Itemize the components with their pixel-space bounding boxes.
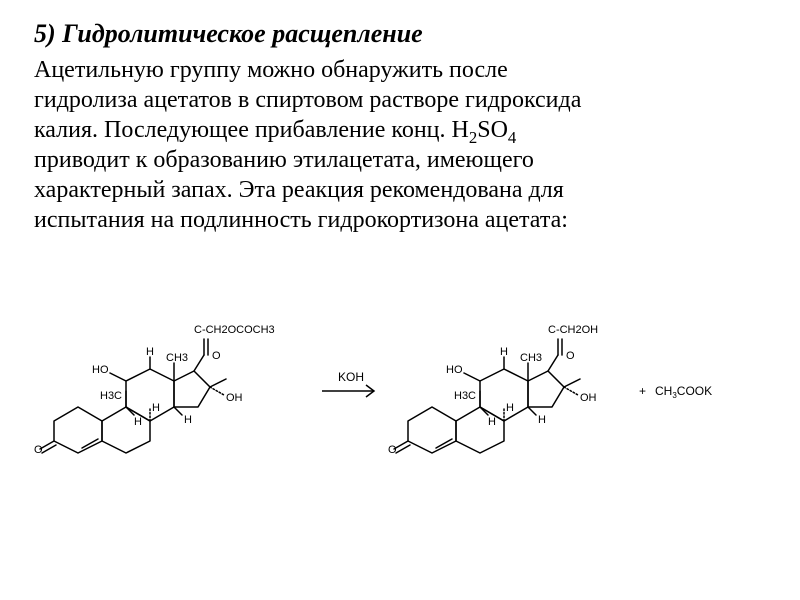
c17-oh-label-r: OH bbox=[580, 392, 597, 404]
para-line-3: калия. Последующее прибавление конц. H2S… bbox=[34, 115, 766, 145]
h-label-1r: H bbox=[500, 346, 508, 358]
c18-ch3-label: CH3 bbox=[166, 352, 188, 364]
section-heading: 5) Гидролитическое расщепление bbox=[34, 18, 766, 51]
para-3-sub1: 2 bbox=[469, 127, 477, 146]
para-line-5: характерный запах. Эта реакция рекомендо… bbox=[34, 175, 766, 205]
c17-oh-label: OH bbox=[226, 392, 243, 404]
c17-side-label: C-CH2OCOCH3 bbox=[194, 324, 275, 336]
para-line-2: гидролиза ацетатов в спиртовом растворе … bbox=[34, 85, 766, 115]
c17-side-label-r: C-CH2OH bbox=[548, 324, 598, 336]
h-label-3: H bbox=[152, 402, 160, 414]
para-line-4: приводит к образованию этилацетата, имею… bbox=[34, 145, 766, 175]
byproduct-text: CH3COOK bbox=[655, 384, 712, 400]
c11-oh-label-r: HO bbox=[446, 364, 463, 376]
para-line-6: испытания на подлинность гидрокортизона … bbox=[34, 205, 766, 235]
reactant-steroid: O HO H3C CH3 OH C-CH2OCOCH3 O H H H H bbox=[34, 281, 314, 456]
para-3a: калия. Последующее прибавление конц. H bbox=[34, 117, 469, 143]
heading-title: Гидролитическое расщепление bbox=[62, 19, 423, 48]
c11-oh-label: HO bbox=[92, 364, 109, 376]
c19-ch3-label: H3C bbox=[100, 390, 122, 402]
h-label-1: H bbox=[146, 346, 154, 358]
c19-ch3-label-r: H3C bbox=[454, 390, 476, 402]
c3-o-label: O bbox=[34, 444, 43, 456]
paragraph: Ацетильную группу можно обнаружить после… bbox=[34, 55, 766, 235]
para-3b: SO bbox=[477, 117, 508, 143]
c20-o-label: O bbox=[212, 350, 221, 362]
para-3-sub2: 4 bbox=[508, 127, 516, 146]
byproduct-plus: + bbox=[639, 384, 646, 398]
para-line-1: Ацетильную группу можно обнаружить после bbox=[34, 55, 766, 85]
c18-ch3-label-r: CH3 bbox=[520, 352, 542, 364]
c3-o-label-r: O bbox=[388, 444, 397, 456]
h-label-2r: H bbox=[488, 416, 496, 428]
arrow-reagent-label: KOH bbox=[338, 370, 364, 384]
heading-number: 5) bbox=[34, 19, 56, 48]
h-label-3r: H bbox=[506, 402, 514, 414]
h-label-2: H bbox=[134, 416, 142, 428]
product-steroid: O HO H3C CH3 OH C-CH2OH O H H H H bbox=[388, 281, 633, 456]
h-label-4r: H bbox=[538, 414, 546, 426]
byproduct: + CH3COOK bbox=[635, 281, 745, 456]
h-label-4: H bbox=[184, 414, 192, 426]
reaction-arrow: KOH bbox=[316, 281, 386, 456]
reaction-scheme: O HO H3C CH3 OH C-CH2OCOCH3 O H H H H KO… bbox=[34, 281, 766, 456]
c20-o-label-r: O bbox=[566, 350, 575, 362]
